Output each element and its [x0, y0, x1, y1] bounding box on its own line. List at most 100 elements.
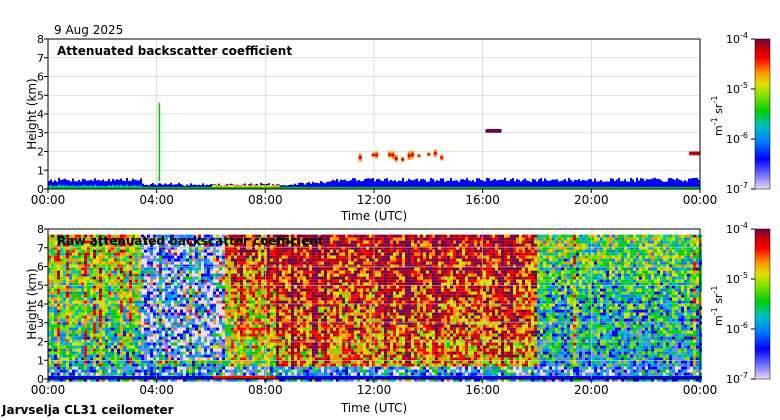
boundary-layer-column — [308, 181, 310, 189]
boundary-layer-column — [222, 185, 224, 189]
boundary-layer-column — [182, 185, 184, 189]
raw-column — [108, 234, 111, 382]
raw-column — [690, 234, 693, 382]
raw-column — [522, 234, 525, 382]
boundary-layer-column — [476, 178, 478, 189]
boundary-layer-column — [164, 183, 166, 189]
boundary-layer-column — [660, 180, 662, 189]
boundary-layer-column — [392, 180, 394, 189]
raw-column — [318, 234, 321, 382]
raw-column — [291, 234, 294, 382]
x-tick-label: 20:00 — [574, 383, 609, 397]
raw-column — [459, 234, 462, 382]
raw-column — [66, 234, 69, 382]
raw-column — [552, 234, 555, 382]
boundary-layer-column — [266, 183, 268, 189]
raw-column — [357, 234, 360, 382]
boundary-layer-column — [378, 178, 380, 189]
top-plot-frame — [47, 38, 701, 190]
bottom-colorbar — [754, 228, 771, 380]
boundary-layer-column — [442, 178, 444, 189]
raw-column — [183, 234, 186, 382]
colorbar-tick-label: 10-4 — [726, 31, 748, 46]
raw-column — [243, 234, 246, 382]
raw-column — [669, 234, 672, 382]
boundary-layer-column — [560, 181, 562, 189]
boundary-layer-column — [166, 184, 168, 189]
high-cloud — [485, 129, 502, 133]
raw-column — [693, 234, 696, 382]
boundary-layer-column — [472, 180, 474, 189]
boundary-layer-column — [618, 178, 620, 189]
boundary-layer-column — [104, 181, 106, 189]
raw-column — [441, 234, 444, 382]
boundary-layer-column — [78, 180, 80, 189]
raw-column — [354, 234, 357, 382]
boundary-layer-column — [448, 180, 450, 189]
boundary-layer-column — [116, 179, 118, 189]
boundary-layer-column — [152, 183, 154, 189]
raw-column — [201, 234, 204, 382]
boundary-layer-column — [628, 181, 630, 189]
raw-column — [228, 234, 231, 382]
boundary-layer-column — [504, 177, 506, 189]
boundary-layer-column — [656, 178, 658, 189]
boundary-layer-column — [52, 181, 54, 189]
boundary-layer-column — [144, 185, 146, 189]
raw-column — [561, 234, 564, 382]
boundary-layer-column — [536, 181, 538, 189]
boundary-layer-column — [506, 180, 508, 189]
boundary-layer-column — [90, 179, 92, 189]
raw-column — [642, 234, 645, 382]
boundary-layer-column — [358, 180, 360, 189]
boundary-layer-column — [268, 183, 270, 189]
raw-column — [159, 234, 162, 382]
boundary-layer-column — [180, 184, 182, 189]
raw-column — [162, 234, 165, 382]
raw-column — [681, 234, 684, 382]
raw-column — [432, 234, 435, 382]
boundary-layer-column — [480, 179, 482, 189]
boundary-layer-column — [278, 184, 280, 189]
x-tick-label: 00:00 — [31, 383, 66, 397]
boundary-layer-column — [280, 185, 282, 189]
boundary-layer-column — [138, 180, 140, 189]
raw-column — [393, 234, 396, 382]
boundary-layer-column — [336, 178, 338, 189]
raw-column — [501, 234, 504, 382]
boundary-layer-column — [642, 178, 644, 189]
boundary-layer-column — [668, 178, 670, 189]
boundary-layer-column — [622, 181, 624, 189]
boundary-layer-column — [494, 178, 496, 189]
y-tick-label: 8 — [37, 223, 44, 236]
raw-column — [519, 234, 522, 382]
x-tick-label: 04:00 — [139, 383, 174, 397]
boundary-layer-column — [398, 180, 400, 189]
boundary-layer-column — [74, 181, 76, 189]
boundary-layer-column — [100, 180, 102, 189]
boundary-layer-column — [108, 179, 110, 189]
boundary-layer-column — [236, 184, 238, 189]
boundary-layer-column — [424, 179, 426, 189]
colorbar-tick-label: 10-7 — [726, 181, 748, 196]
boundary-layer-column — [302, 182, 304, 189]
raw-column — [687, 234, 690, 382]
boundary-layer-column — [664, 181, 666, 189]
raw-column — [54, 234, 57, 382]
boundary-layer-column — [316, 182, 318, 189]
boundary-layer-column — [534, 179, 536, 189]
raw-column — [531, 234, 534, 382]
boundary-layer-column — [394, 180, 396, 189]
boundary-layer-column — [512, 178, 514, 189]
raw-column — [48, 234, 51, 382]
cloud-blob — [440, 154, 444, 161]
boundary-layer-column — [678, 179, 680, 189]
boundary-layer-column — [196, 185, 198, 189]
boundary-layer-column — [612, 178, 614, 189]
raw-column — [204, 234, 207, 382]
boundary-layer-column — [386, 178, 388, 189]
raw-column — [600, 234, 603, 382]
raw-column — [267, 234, 270, 382]
boundary-layer-column — [170, 182, 172, 189]
boundary-layer-column — [198, 184, 200, 189]
